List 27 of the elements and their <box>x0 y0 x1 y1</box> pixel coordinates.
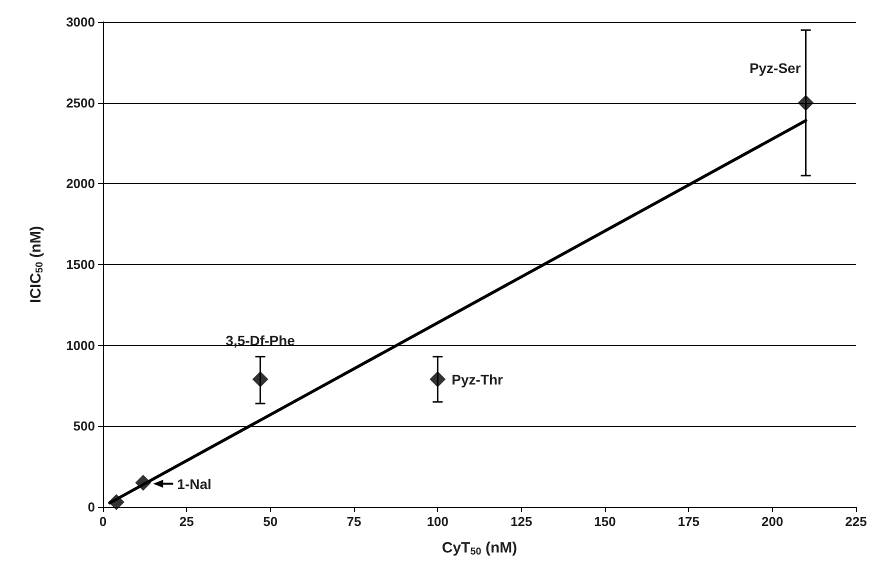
point <box>430 371 446 388</box>
annotation: Pyz-Ser <box>749 60 802 76</box>
x-tick-label: 25 <box>179 514 194 529</box>
x-tick-label: 225 <box>845 514 867 529</box>
x-tick-label: 175 <box>678 514 700 529</box>
annotation: Pyz-Thr <box>452 371 504 388</box>
annotation: 3,5-Df-Phe <box>226 332 296 348</box>
y-tick-label: 500 <box>73 418 95 434</box>
x-tick-label: 100 <box>426 514 449 529</box>
y-tick-label: 2500 <box>66 95 95 110</box>
point <box>252 371 268 388</box>
y-tick-label: 0 <box>88 500 95 514</box>
point <box>135 474 152 491</box>
x-tick-label: 200 <box>761 514 784 529</box>
y-axis-title: ICIC50 (nM) <box>28 226 46 303</box>
x-tick-label: 125 <box>510 514 532 529</box>
x-tick-label: 150 <box>594 514 616 529</box>
annotation: 1-Nal <box>177 476 212 492</box>
x-tick-label: 75 <box>346 514 362 529</box>
x-tick-label: 0 <box>99 514 107 529</box>
y-tick-label: 1000 <box>66 338 95 353</box>
point <box>798 94 814 111</box>
y-tick-label: 3000 <box>66 14 95 30</box>
x-tick-label: 50 <box>263 514 278 529</box>
y-tick-label: 1500 <box>66 257 95 272</box>
point <box>108 494 124 510</box>
y-tick-label: 2000 <box>66 176 95 192</box>
